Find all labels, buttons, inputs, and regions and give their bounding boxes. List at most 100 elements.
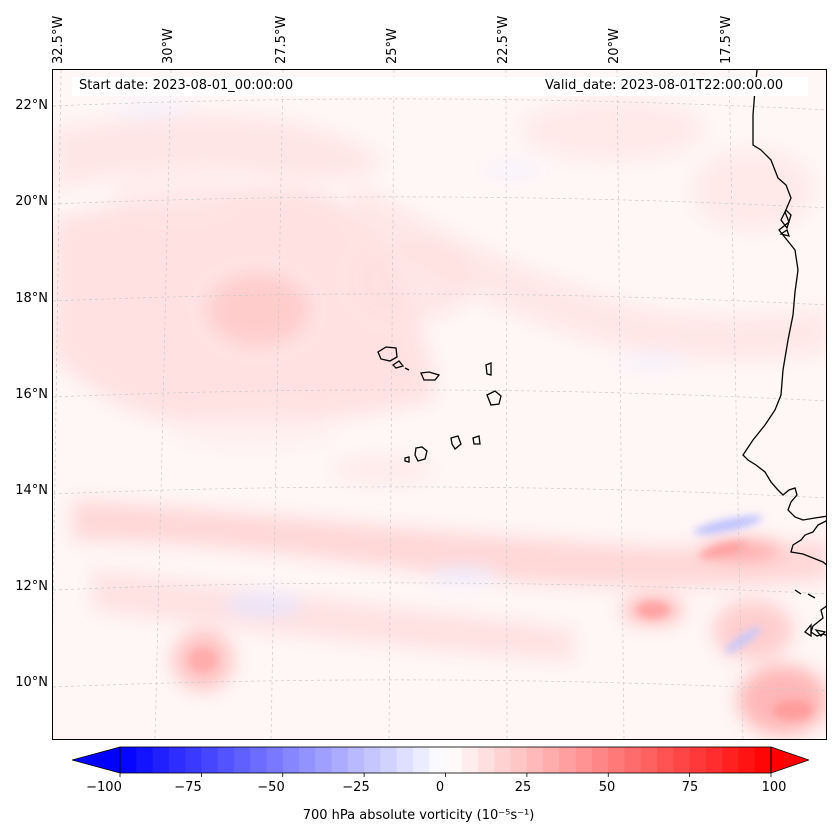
colorbar-tick-25: 25 [514, 780, 532, 795]
colorbar-step [559, 747, 577, 773]
colorbar-step [445, 747, 463, 773]
colorbar-step [315, 747, 333, 773]
colorbar-step [201, 747, 219, 773]
gridline-22n [53, 98, 826, 111]
colorbar-tick-75: 75 [681, 780, 699, 795]
colorbar-step [250, 747, 267, 773]
island-sao-vicente [391, 360, 405, 369]
lat-label-18n: 18°N [15, 291, 48, 306]
gridline-27-5w [270, 70, 284, 739]
colorbar-step [185, 747, 202, 773]
colorbar-step [364, 747, 381, 773]
vorticity-map [52, 69, 827, 740]
colorbar-step [575, 747, 593, 773]
colorbar-step [543, 747, 560, 773]
colorbar-step [120, 747, 137, 773]
cape-verde-islands [377, 346, 502, 463]
lat-label-20n: 20°N [15, 194, 48, 209]
colorbar-step [429, 747, 446, 773]
colorbar-step [624, 747, 642, 773]
colorbar-tick-minus-25: −25 [342, 780, 370, 795]
gridline-22-5w [505, 70, 508, 739]
colorbar-step [299, 747, 316, 773]
island-fogo [414, 446, 428, 462]
colorbar-step [738, 747, 756, 773]
colorbar-step [673, 747, 691, 773]
coastline-guinea [810, 605, 826, 637]
colorbar-tick-100: 100 [761, 780, 787, 795]
island-boa-vista [486, 390, 502, 406]
colorbar-step [136, 747, 154, 773]
lat-label-14n: 14°N [15, 483, 48, 498]
gridline-30w [154, 70, 172, 739]
colorbar-extend-min [72, 746, 121, 774]
colorbar-step [608, 747, 626, 773]
colorbar-step [347, 747, 365, 773]
colorbar-extend-max [770, 746, 809, 774]
coastline-africa [742, 70, 826, 566]
gridline-18n [53, 293, 826, 306]
colorbar-label: 700 hPa absolute vorticity (10⁻⁵s⁻¹) [302, 808, 535, 823]
island-santa-luzia [404, 367, 410, 371]
colorbar-steps [120, 747, 772, 773]
colorbar-step [510, 747, 528, 773]
island-sal [485, 362, 492, 376]
lon-label-30w: 30°W [161, 28, 176, 64]
island-santo-antao [377, 346, 398, 362]
colorbar-tick-50: 50 [598, 780, 616, 795]
lat-label-16n: 16°N [15, 387, 48, 402]
coastline-bay-islands [779, 208, 792, 237]
colorbar-step [722, 747, 739, 773]
colorbar-tick-minus-100: −100 [86, 780, 122, 795]
map-canvas [53, 70, 826, 739]
colorbar-tick-0: 0 [435, 780, 445, 795]
colorbar-step [689, 747, 707, 773]
lon-label-32-5w: 32.5°W [51, 15, 66, 64]
colorbar-step [754, 747, 772, 773]
vorticity-field [53, 100, 826, 735]
colorbar-step [152, 747, 170, 773]
colorbar-tick-minus-50: −50 [257, 780, 285, 795]
colorbar-step [168, 747, 186, 773]
colorbar-step [380, 747, 398, 773]
lon-label-25w: 25°W [385, 28, 400, 64]
gridline-25w [388, 70, 395, 739]
gridline-10n [53, 679, 826, 692]
colorbar-step [705, 747, 723, 773]
colorbar-step [591, 747, 609, 773]
island-sao-nicolau [420, 371, 441, 381]
island-maio [472, 435, 481, 445]
gridline-16n [53, 389, 826, 402]
colorbar-step [396, 747, 414, 773]
lat-label-12n: 12°N [15, 579, 48, 594]
colorbar [72, 746, 809, 777]
gridline-12n [53, 582, 826, 595]
island-santiago [450, 435, 462, 450]
lat-label-22n: 22°N [15, 98, 48, 113]
colorbar-step [217, 747, 235, 773]
lon-label-22-5w: 22.5°W [496, 15, 511, 64]
colorbar-step [526, 747, 544, 773]
start-date-label: Start date: 2023-08-01_00:00:00 [79, 78, 294, 93]
coastline-bissagos [794, 589, 826, 638]
island-brava [404, 456, 410, 463]
colorbar-step [331, 747, 349, 773]
colorbar-step [494, 747, 512, 773]
lon-label-27-5w: 27.5°W [274, 15, 289, 64]
lon-label-17-5w: 17.5°W [719, 15, 734, 64]
gridline-20w [616, 70, 625, 739]
vorticity-small-features [189, 515, 813, 720]
lon-label-20w: 20°W [607, 28, 622, 64]
gridline-17-5w [728, 70, 744, 739]
colorbar-step [640, 747, 658, 773]
gridline-20n [53, 196, 826, 209]
valid-date-label: Valid_date: 2023-08-01T22:00:00.00 [545, 78, 784, 93]
colorbar-step [478, 747, 495, 773]
gridline-14n [53, 486, 826, 499]
title-band [72, 77, 808, 96]
colorbar-tickmarks [119, 773, 772, 777]
colorbar-step [266, 747, 284, 773]
colorbar-step [461, 747, 479, 773]
colorbar-step [282, 747, 300, 773]
graticule [53, 70, 826, 739]
